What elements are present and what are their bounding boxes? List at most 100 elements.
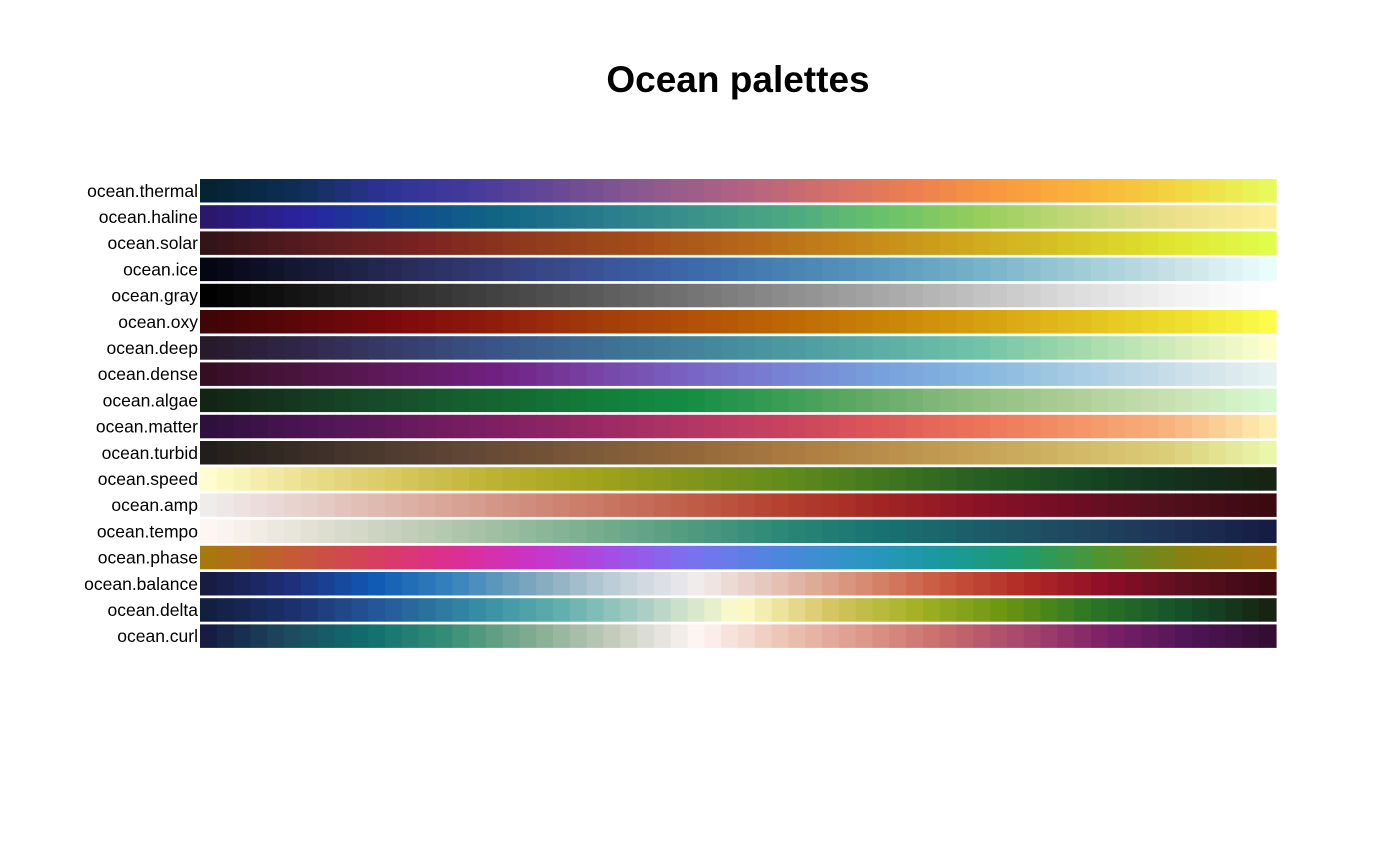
palette-swatch (334, 310, 352, 334)
palette-swatch (536, 179, 554, 203)
palette-swatch (485, 388, 504, 413)
palette-swatch (805, 467, 823, 491)
palette-swatch (586, 572, 605, 596)
palette-swatch (452, 572, 470, 596)
palette-swatch (452, 414, 470, 439)
palette-swatch (1124, 257, 1143, 282)
palette-swatch (1242, 283, 1260, 308)
palette-swatch (805, 257, 823, 282)
palette-swatch (990, 467, 1008, 491)
palette-swatch (771, 519, 790, 544)
palette-swatch (637, 441, 655, 465)
palette-swatch (553, 414, 571, 439)
palette-swatch (519, 310, 537, 334)
palette-swatch (1074, 467, 1092, 491)
palette-swatch (368, 519, 386, 544)
palette-swatch (620, 231, 638, 255)
palette-swatch (1208, 519, 1227, 544)
palette-swatch (653, 205, 672, 229)
palette-swatch (1107, 283, 1126, 308)
palette-swatch (1124, 388, 1143, 413)
palette-swatch (435, 362, 453, 386)
palette-label: ocean.haline (99, 207, 198, 227)
palette-swatch (502, 283, 521, 308)
palette-swatch (1175, 624, 1193, 648)
palette-swatch (586, 310, 605, 334)
palette-swatch (721, 362, 739, 386)
palette-swatch (368, 231, 386, 255)
palette-swatch (788, 441, 806, 465)
palette-swatch (435, 388, 453, 413)
palette-swatch (620, 388, 638, 413)
palette-swatch (317, 283, 336, 308)
palette-swatch (1141, 519, 1159, 544)
palette-swatch (267, 362, 285, 386)
palette-swatch (872, 179, 890, 203)
palette-swatch (284, 231, 302, 255)
palette-swatch (553, 572, 571, 596)
palette-swatch (872, 598, 890, 622)
palette-swatch (1259, 283, 1277, 308)
palette-swatch (200, 205, 218, 229)
palette-swatch (418, 441, 436, 465)
palette-swatch (384, 336, 403, 360)
palette-swatch (284, 257, 302, 282)
palette-swatch (872, 519, 890, 544)
palette-swatch (1175, 598, 1193, 622)
palette-row: ocean.dense (98, 362, 1277, 386)
palette-swatch (1023, 467, 1042, 491)
palette-swatch (216, 231, 235, 255)
palette-swatch (956, 179, 974, 203)
palette-swatch (738, 231, 756, 255)
palette-swatch (906, 441, 924, 465)
palette-swatch (485, 624, 504, 648)
palette-swatch (1141, 257, 1159, 282)
palette-swatch (250, 310, 268, 334)
palette-swatch (670, 624, 689, 648)
palette-swatch (334, 362, 352, 386)
palette-swatch (889, 362, 907, 386)
palette-swatch (603, 519, 621, 544)
palette-swatch (922, 414, 941, 439)
palette-swatch (1023, 493, 1042, 517)
palette-swatch (1057, 336, 1075, 360)
palette-swatch (502, 598, 521, 622)
palette-swatch (233, 205, 252, 229)
palette-swatch (435, 572, 453, 596)
palette-swatch (1191, 624, 1210, 648)
palette-swatch (738, 205, 756, 229)
palette-swatch (754, 257, 773, 282)
palette-swatch (687, 467, 705, 491)
palette-swatch (586, 257, 605, 282)
palette-swatch (1259, 441, 1277, 465)
palette-swatch (922, 388, 941, 413)
palette-swatch (1091, 598, 1109, 622)
palette-swatch (1175, 414, 1193, 439)
palette-swatch (704, 388, 722, 413)
palette-swatch (1242, 336, 1260, 360)
palette-swatch (569, 231, 588, 255)
palette-swatch (822, 598, 840, 622)
palette-swatch (1091, 572, 1109, 596)
palette-swatch (368, 624, 386, 648)
palette-swatch (788, 598, 806, 622)
palette-swatch (1057, 467, 1075, 491)
palette-swatch (653, 519, 672, 544)
palette-swatch (300, 179, 319, 203)
palette-swatch (1023, 205, 1042, 229)
palette-swatch (822, 231, 840, 255)
palette-swatch (1141, 388, 1159, 413)
palette-swatch (1107, 388, 1126, 413)
palette-swatch (1074, 362, 1092, 386)
palette-swatch (1158, 441, 1176, 465)
palette-swatch (536, 362, 554, 386)
palette-swatch (384, 519, 403, 544)
palette-swatch (973, 519, 991, 544)
palette-swatch (872, 414, 890, 439)
palette-swatch (771, 179, 790, 203)
palette-swatch (1107, 572, 1126, 596)
palette-swatch (519, 519, 537, 544)
palette-swatch (620, 283, 638, 308)
palette-swatch (1225, 441, 1243, 465)
palette-swatch (1242, 572, 1260, 596)
